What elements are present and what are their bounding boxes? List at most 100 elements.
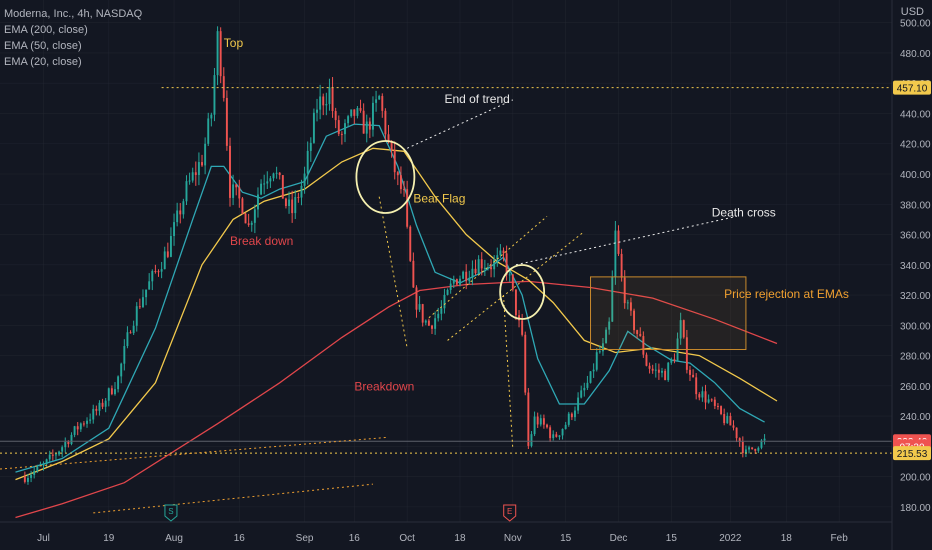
flag-upper[interactable] <box>428 215 548 319</box>
circle-death-cross[interactable] <box>499 264 546 320</box>
candle-body[interactable] <box>303 173 306 186</box>
candle-body[interactable] <box>592 369 595 372</box>
rejection-box[interactable] <box>590 276 747 351</box>
candle-body[interactable] <box>452 279 455 284</box>
candle-body[interactable] <box>586 382 589 388</box>
candle-body[interactable] <box>427 320 430 326</box>
candle-body[interactable] <box>480 259 483 269</box>
candle-body[interactable] <box>179 210 182 215</box>
candle-body[interactable] <box>679 320 682 339</box>
candle-body[interactable] <box>412 260 415 288</box>
candle-body[interactable] <box>657 369 660 373</box>
candle-body[interactable] <box>518 315 521 321</box>
candle-body[interactable] <box>387 134 390 141</box>
candle-body[interactable] <box>107 388 110 401</box>
candle-body[interactable] <box>390 140 393 151</box>
candle-body[interactable] <box>381 96 384 111</box>
annotation-text[interactable]: Top <box>224 36 244 50</box>
candle-body[interactable] <box>760 440 763 448</box>
candle-body[interactable] <box>166 251 169 257</box>
candle-body[interactable] <box>148 281 151 290</box>
candle-body[interactable] <box>726 415 729 424</box>
symbol-title[interactable]: Moderna, Inc., 4h, NASDAQ <box>4 8 143 20</box>
candle-body[interactable] <box>104 400 107 407</box>
candle-body[interactable] <box>421 304 424 323</box>
candle-body[interactable] <box>589 371 592 383</box>
candle-body[interactable] <box>350 109 353 117</box>
candle-body[interactable] <box>241 198 244 214</box>
candle-body[interactable] <box>185 181 188 202</box>
candle-body[interactable] <box>216 31 219 76</box>
candle-body[interactable] <box>505 253 508 275</box>
candle-body[interactable] <box>82 423 85 425</box>
candle-body[interactable] <box>704 391 707 403</box>
candle-body[interactable] <box>468 277 471 282</box>
candle-body[interactable] <box>521 320 524 335</box>
candle-body[interactable] <box>219 31 222 77</box>
candle-body[interactable] <box>135 306 138 326</box>
candle-body[interactable] <box>169 236 172 257</box>
annotations[interactable]: Top End of trend Bear Flag Death cross Break… <box>224 36 849 393</box>
candle-body[interactable] <box>564 424 567 429</box>
candle-body[interactable] <box>399 175 402 190</box>
candle-body[interactable] <box>154 271 157 273</box>
annotation-text[interactable]: Bear Flag <box>413 192 465 206</box>
candle-body[interactable] <box>723 414 726 424</box>
candle-body[interactable] <box>642 336 645 355</box>
candle-body[interactable] <box>250 222 253 225</box>
candle-body[interactable] <box>263 183 266 185</box>
candle-body[interactable] <box>291 199 294 214</box>
candle-body[interactable] <box>403 189 406 191</box>
candle-body[interactable] <box>527 392 530 446</box>
candle-body[interactable] <box>496 255 499 260</box>
candle-body[interactable] <box>222 76 225 98</box>
candle-body[interactable] <box>424 320 427 323</box>
candle-body[interactable] <box>76 426 79 430</box>
candle-body[interactable] <box>334 111 337 121</box>
candle-body[interactable] <box>89 419 92 421</box>
candle-body[interactable] <box>48 454 51 460</box>
candle-body[interactable] <box>188 180 191 182</box>
candle-body[interactable] <box>114 389 116 395</box>
candle-body[interactable] <box>567 413 570 425</box>
candle-body[interactable] <box>23 476 26 482</box>
candle-body[interactable] <box>449 283 452 290</box>
candle-body[interactable] <box>229 145 231 198</box>
candle-body[interactable] <box>431 325 433 329</box>
candle-body[interactable] <box>123 346 126 364</box>
candle-body[interactable] <box>51 454 54 456</box>
candle-body[interactable] <box>194 172 197 175</box>
candle-body[interactable] <box>182 201 185 215</box>
candle-body[interactable] <box>486 267 489 269</box>
candle-body[interactable] <box>337 120 340 134</box>
candle-body[interactable] <box>574 410 576 418</box>
candle-body[interactable] <box>446 289 449 295</box>
annotation-text[interactable]: Break down <box>230 234 293 248</box>
candle-body[interactable] <box>418 304 421 310</box>
candle-body[interactable] <box>225 97 228 146</box>
candle-body[interactable] <box>353 109 356 116</box>
candle-body[interactable] <box>598 351 601 353</box>
candle-body[interactable] <box>502 250 505 254</box>
candle-body[interactable] <box>530 434 533 446</box>
candle-body[interactable] <box>732 425 735 428</box>
candle-body[interactable] <box>117 376 120 390</box>
candle-body[interactable] <box>145 289 148 298</box>
candle-body[interactable] <box>583 387 586 391</box>
candle-body[interactable] <box>701 391 704 398</box>
candle-body[interactable] <box>629 302 632 311</box>
candle-body[interactable] <box>499 250 502 256</box>
candle-body[interactable] <box>235 184 238 188</box>
candle-body[interactable] <box>163 251 166 270</box>
candle-body[interactable] <box>673 359 676 361</box>
candle-body[interactable] <box>356 108 359 116</box>
candle-body[interactable] <box>210 114 213 119</box>
candle-body[interactable] <box>176 210 179 223</box>
candle-body[interactable] <box>306 150 309 174</box>
candle-body[interactable] <box>716 405 719 407</box>
candle-body[interactable] <box>396 172 399 176</box>
candle-body[interactable] <box>558 435 561 437</box>
candle-body[interactable] <box>536 416 539 425</box>
